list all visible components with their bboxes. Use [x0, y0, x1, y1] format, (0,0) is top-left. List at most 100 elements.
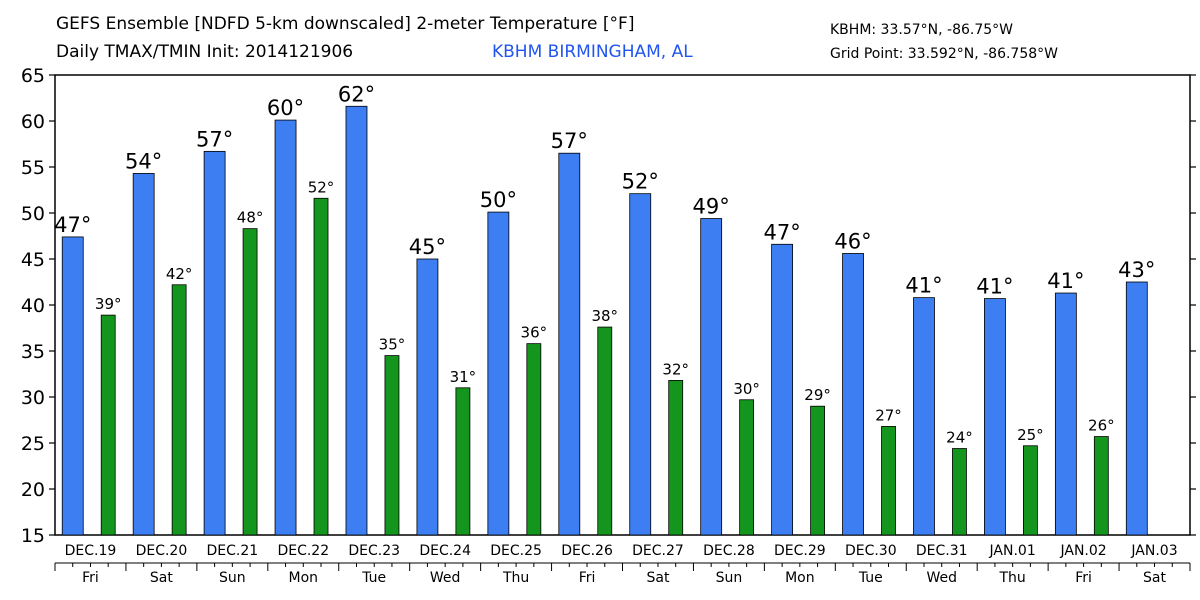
y-tick-label: 60 — [21, 111, 45, 133]
tmin-bar — [313, 197, 329, 536]
date-label: JAN.03 — [1130, 543, 1177, 559]
y-tick-label: 45 — [21, 249, 45, 271]
date-label: DEC.26 — [561, 543, 613, 559]
y-tick-label: 55 — [21, 157, 45, 179]
date-label: JAN.02 — [1059, 543, 1106, 559]
tmax-label: 62° — [338, 82, 375, 106]
chart-title-line1: GEFS Ensemble [NDFD 5-km downscaled] 2-m… — [56, 14, 635, 34]
tmax-bar — [1125, 281, 1148, 536]
tmin-bar — [1093, 436, 1109, 536]
y-tick-label: 50 — [21, 203, 45, 225]
date-label: DEC.20 — [136, 543, 188, 559]
station-name: KBHM BIRMINGHAM, AL — [492, 42, 693, 62]
tmin-bar — [668, 380, 684, 536]
tmax-label: 49° — [693, 195, 730, 219]
tmax-label: 54° — [125, 149, 162, 173]
date-label: DEC.23 — [348, 543, 400, 559]
tmin-bar — [384, 355, 400, 536]
tmax-label: 41° — [976, 275, 1013, 299]
tmax-bar — [700, 218, 723, 536]
tmin-label: 25° — [1017, 426, 1044, 444]
tmax-label: 60° — [267, 96, 304, 120]
tmin-label: 42° — [166, 265, 193, 283]
y-tick-label: 15 — [21, 525, 45, 547]
tmax-label: 41° — [905, 274, 942, 298]
tmin-bar — [455, 387, 471, 536]
tmin-label: 24° — [946, 429, 973, 447]
tmax-bar — [274, 119, 297, 536]
tmin-bar — [597, 326, 613, 536]
weekday-label: Mon — [785, 570, 815, 586]
tmin-label: 39° — [95, 295, 122, 313]
tmax-bar — [842, 253, 864, 536]
tmax-label: 47° — [763, 220, 800, 244]
tmax-label: 57° — [551, 129, 588, 153]
weekday-label: Mon — [289, 570, 319, 586]
date-label: DEC.21 — [207, 543, 259, 559]
tmax-label: 45° — [409, 235, 446, 259]
tmin-label: 30° — [733, 380, 760, 398]
date-label: DEC.22 — [277, 543, 329, 559]
y-tick-label: 65 — [21, 65, 45, 87]
tmax-bar — [487, 211, 510, 536]
tmax-bar — [629, 193, 652, 536]
weekday-label: Tue — [858, 570, 883, 586]
date-label: DEC.30 — [845, 543, 897, 559]
tmin-bar — [1022, 445, 1038, 536]
tmin-label: 31° — [450, 368, 477, 386]
grid-point-coordinates: Grid Point: 33.592°N, -86.758°W — [830, 46, 1058, 62]
tmin-label: 35° — [379, 336, 406, 354]
y-tick-label: 20 — [21, 479, 45, 501]
date-label: DEC.24 — [419, 543, 471, 559]
weekday-label: Sat — [1143, 570, 1166, 586]
tmax-label: 47° — [54, 213, 91, 237]
weekday-label: Fri — [1075, 570, 1092, 586]
tmax-bar — [771, 243, 794, 536]
tmin-label: 32° — [662, 360, 689, 378]
date-label: JAN.01 — [989, 543, 1036, 559]
tmax-bar — [913, 297, 935, 536]
date-label: DEC.28 — [703, 543, 755, 559]
tmax-bar — [984, 298, 1006, 536]
y-tick-label: 30 — [21, 387, 45, 409]
tmin-label: 38° — [591, 307, 618, 325]
date-label: DEC.25 — [490, 543, 542, 559]
weekday-label: Sat — [646, 570, 669, 586]
tmin-label: 27° — [875, 406, 902, 424]
tmin-bar — [171, 284, 187, 536]
date-label: DEC.27 — [632, 543, 684, 559]
chart-title-line2: Daily TMAX/TMIN Init: 2014121906 — [56, 42, 354, 62]
tmin-bar — [881, 426, 896, 536]
weekday-label: Thu — [999, 570, 1026, 586]
tmax-bar — [203, 150, 226, 536]
weekday-label: Fri — [82, 570, 99, 586]
tmin-bar — [739, 399, 755, 536]
tmax-label: 43° — [1118, 258, 1155, 282]
tmax-bar — [558, 152, 581, 536]
tmin-label: 52° — [308, 178, 335, 196]
tmax-label: 57° — [196, 127, 233, 151]
tmin-bar — [952, 448, 967, 536]
tmin-label: 36° — [521, 324, 548, 342]
y-tick-label: 40 — [21, 295, 45, 317]
tmin-bar — [242, 228, 258, 536]
tmin-bar — [100, 314, 116, 536]
weekday-label: Thu — [502, 570, 529, 586]
station-coordinates: KBHM: 33.57°N, -86.75°W — [830, 22, 1013, 38]
tmin-label: 48° — [237, 209, 264, 227]
tmax-bar — [345, 105, 368, 536]
y-tick-label: 35 — [21, 341, 45, 363]
date-label: DEC.29 — [774, 543, 826, 559]
tmin-label: 29° — [804, 386, 831, 404]
date-label: DEC.31 — [916, 543, 968, 559]
tmax-label: 41° — [1047, 269, 1084, 293]
weekday-label: Sun — [716, 570, 743, 586]
tmax-bar — [1054, 292, 1077, 536]
tmax-label: 52° — [622, 170, 659, 194]
tmax-label: 50° — [480, 188, 517, 212]
tmax-label: 46° — [834, 229, 871, 253]
weekday-label: Wed — [926, 570, 957, 586]
tmax-bar — [416, 258, 439, 536]
weekday-label: Fri — [579, 570, 596, 586]
